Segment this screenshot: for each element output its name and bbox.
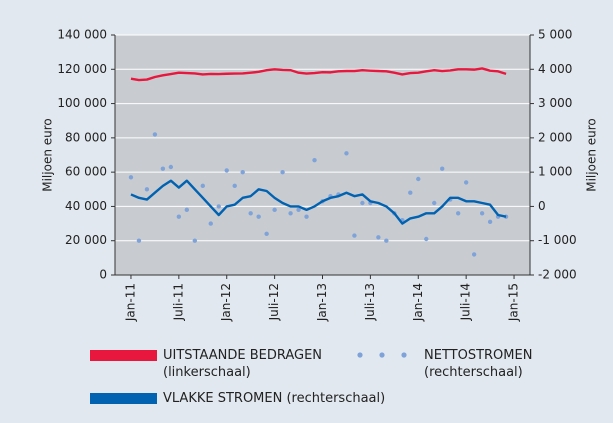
data-point bbox=[463, 180, 469, 185]
data-point bbox=[184, 207, 190, 213]
y2-axis-title: Miljoen euro bbox=[585, 118, 599, 192]
legend-dot bbox=[401, 352, 407, 358]
data-point bbox=[208, 221, 213, 226]
y-tick-label: 140 000 bbox=[57, 28, 107, 42]
data-point bbox=[272, 207, 277, 213]
legend-label: NETTOSTROMEN (rechterschaal) bbox=[424, 348, 533, 380]
data-point bbox=[384, 238, 389, 243]
data-point bbox=[144, 187, 150, 192]
data-point bbox=[160, 166, 166, 171]
series-line bbox=[130, 67, 507, 82]
x-tick-label: Jan-13 bbox=[315, 283, 329, 322]
y2-tick-label: 3 000 bbox=[538, 96, 572, 110]
y2-tick-label: 4 000 bbox=[538, 62, 572, 76]
x-tick-label: Jan-11 bbox=[123, 283, 137, 322]
y-tick-label: 80 000 bbox=[65, 130, 107, 144]
y-tick-label: 0 bbox=[99, 268, 107, 282]
y2-tick-label: -1 000 bbox=[538, 233, 577, 247]
legend-label: VLAKKE STROMEN (rechterschaal) bbox=[163, 391, 386, 406]
x-tick-label: Jan-14 bbox=[411, 283, 425, 322]
data-point bbox=[304, 214, 309, 219]
data-point bbox=[152, 132, 158, 137]
y2-tick-label: 0 bbox=[538, 199, 546, 213]
y-tick-label: 60 000 bbox=[65, 165, 107, 179]
legend-dot bbox=[357, 352, 363, 358]
data-point bbox=[240, 169, 245, 175]
y-axis-title: Miljoen euro bbox=[41, 118, 55, 192]
data-point bbox=[408, 190, 413, 195]
data-point bbox=[376, 235, 381, 240]
y2-tick-label: 2 000 bbox=[538, 130, 572, 144]
data-point bbox=[232, 183, 237, 189]
y-tick-label: 40 000 bbox=[65, 199, 107, 213]
data-point bbox=[360, 200, 365, 206]
data-point bbox=[192, 238, 198, 243]
legend-swatch bbox=[357, 352, 407, 358]
data-point bbox=[416, 176, 421, 182]
data-point bbox=[312, 157, 317, 163]
x-tick-label: Jan-12 bbox=[219, 283, 233, 322]
legend-swatch bbox=[90, 350, 157, 361]
data-point bbox=[224, 168, 229, 173]
data-point bbox=[440, 166, 445, 171]
data-point bbox=[352, 233, 357, 238]
y-tick-label: 100 000 bbox=[57, 96, 107, 110]
y2-tick-label: 1 000 bbox=[538, 165, 572, 179]
data-point bbox=[128, 175, 134, 180]
legend-dot bbox=[379, 352, 385, 358]
data-point bbox=[256, 214, 261, 219]
x-tick-label: Juli-12 bbox=[267, 283, 281, 321]
data-point bbox=[455, 211, 461, 216]
data-point bbox=[344, 151, 349, 156]
legend-swatch bbox=[90, 393, 157, 404]
data-point bbox=[136, 238, 142, 243]
data-point bbox=[487, 219, 493, 225]
x-tick-label: Juli-11 bbox=[171, 283, 185, 321]
plot-area bbox=[115, 35, 530, 275]
data-point bbox=[479, 211, 485, 216]
data-point bbox=[288, 211, 293, 216]
data-point bbox=[176, 214, 182, 219]
legend-label: UITSTAANDE BEDRAGEN (linkerschaal) bbox=[163, 348, 323, 380]
x-tick-label: Jan-15 bbox=[507, 283, 521, 322]
data-point bbox=[168, 164, 174, 170]
data-point bbox=[471, 252, 477, 257]
data-point bbox=[280, 169, 285, 175]
data-point bbox=[216, 204, 221, 209]
x-tick-label: Juli-14 bbox=[459, 283, 473, 321]
data-point bbox=[248, 211, 253, 216]
x-tick-label: Juli-13 bbox=[363, 283, 377, 321]
data-point bbox=[296, 207, 301, 213]
series-line bbox=[130, 179, 507, 225]
data-point bbox=[200, 183, 205, 189]
y-tick-label: 120 000 bbox=[57, 62, 107, 76]
data-point bbox=[264, 231, 269, 237]
y2-tick-label: 5 000 bbox=[538, 28, 572, 42]
y-tick-label: 20 000 bbox=[65, 233, 107, 247]
y2-tick-label: -2 000 bbox=[538, 268, 577, 282]
data-point bbox=[432, 200, 437, 206]
chart-svg: Miljoen euro Miljoen euro 0 20 000 40 000 6… bbox=[41, 28, 599, 323]
data-point bbox=[424, 236, 429, 242]
